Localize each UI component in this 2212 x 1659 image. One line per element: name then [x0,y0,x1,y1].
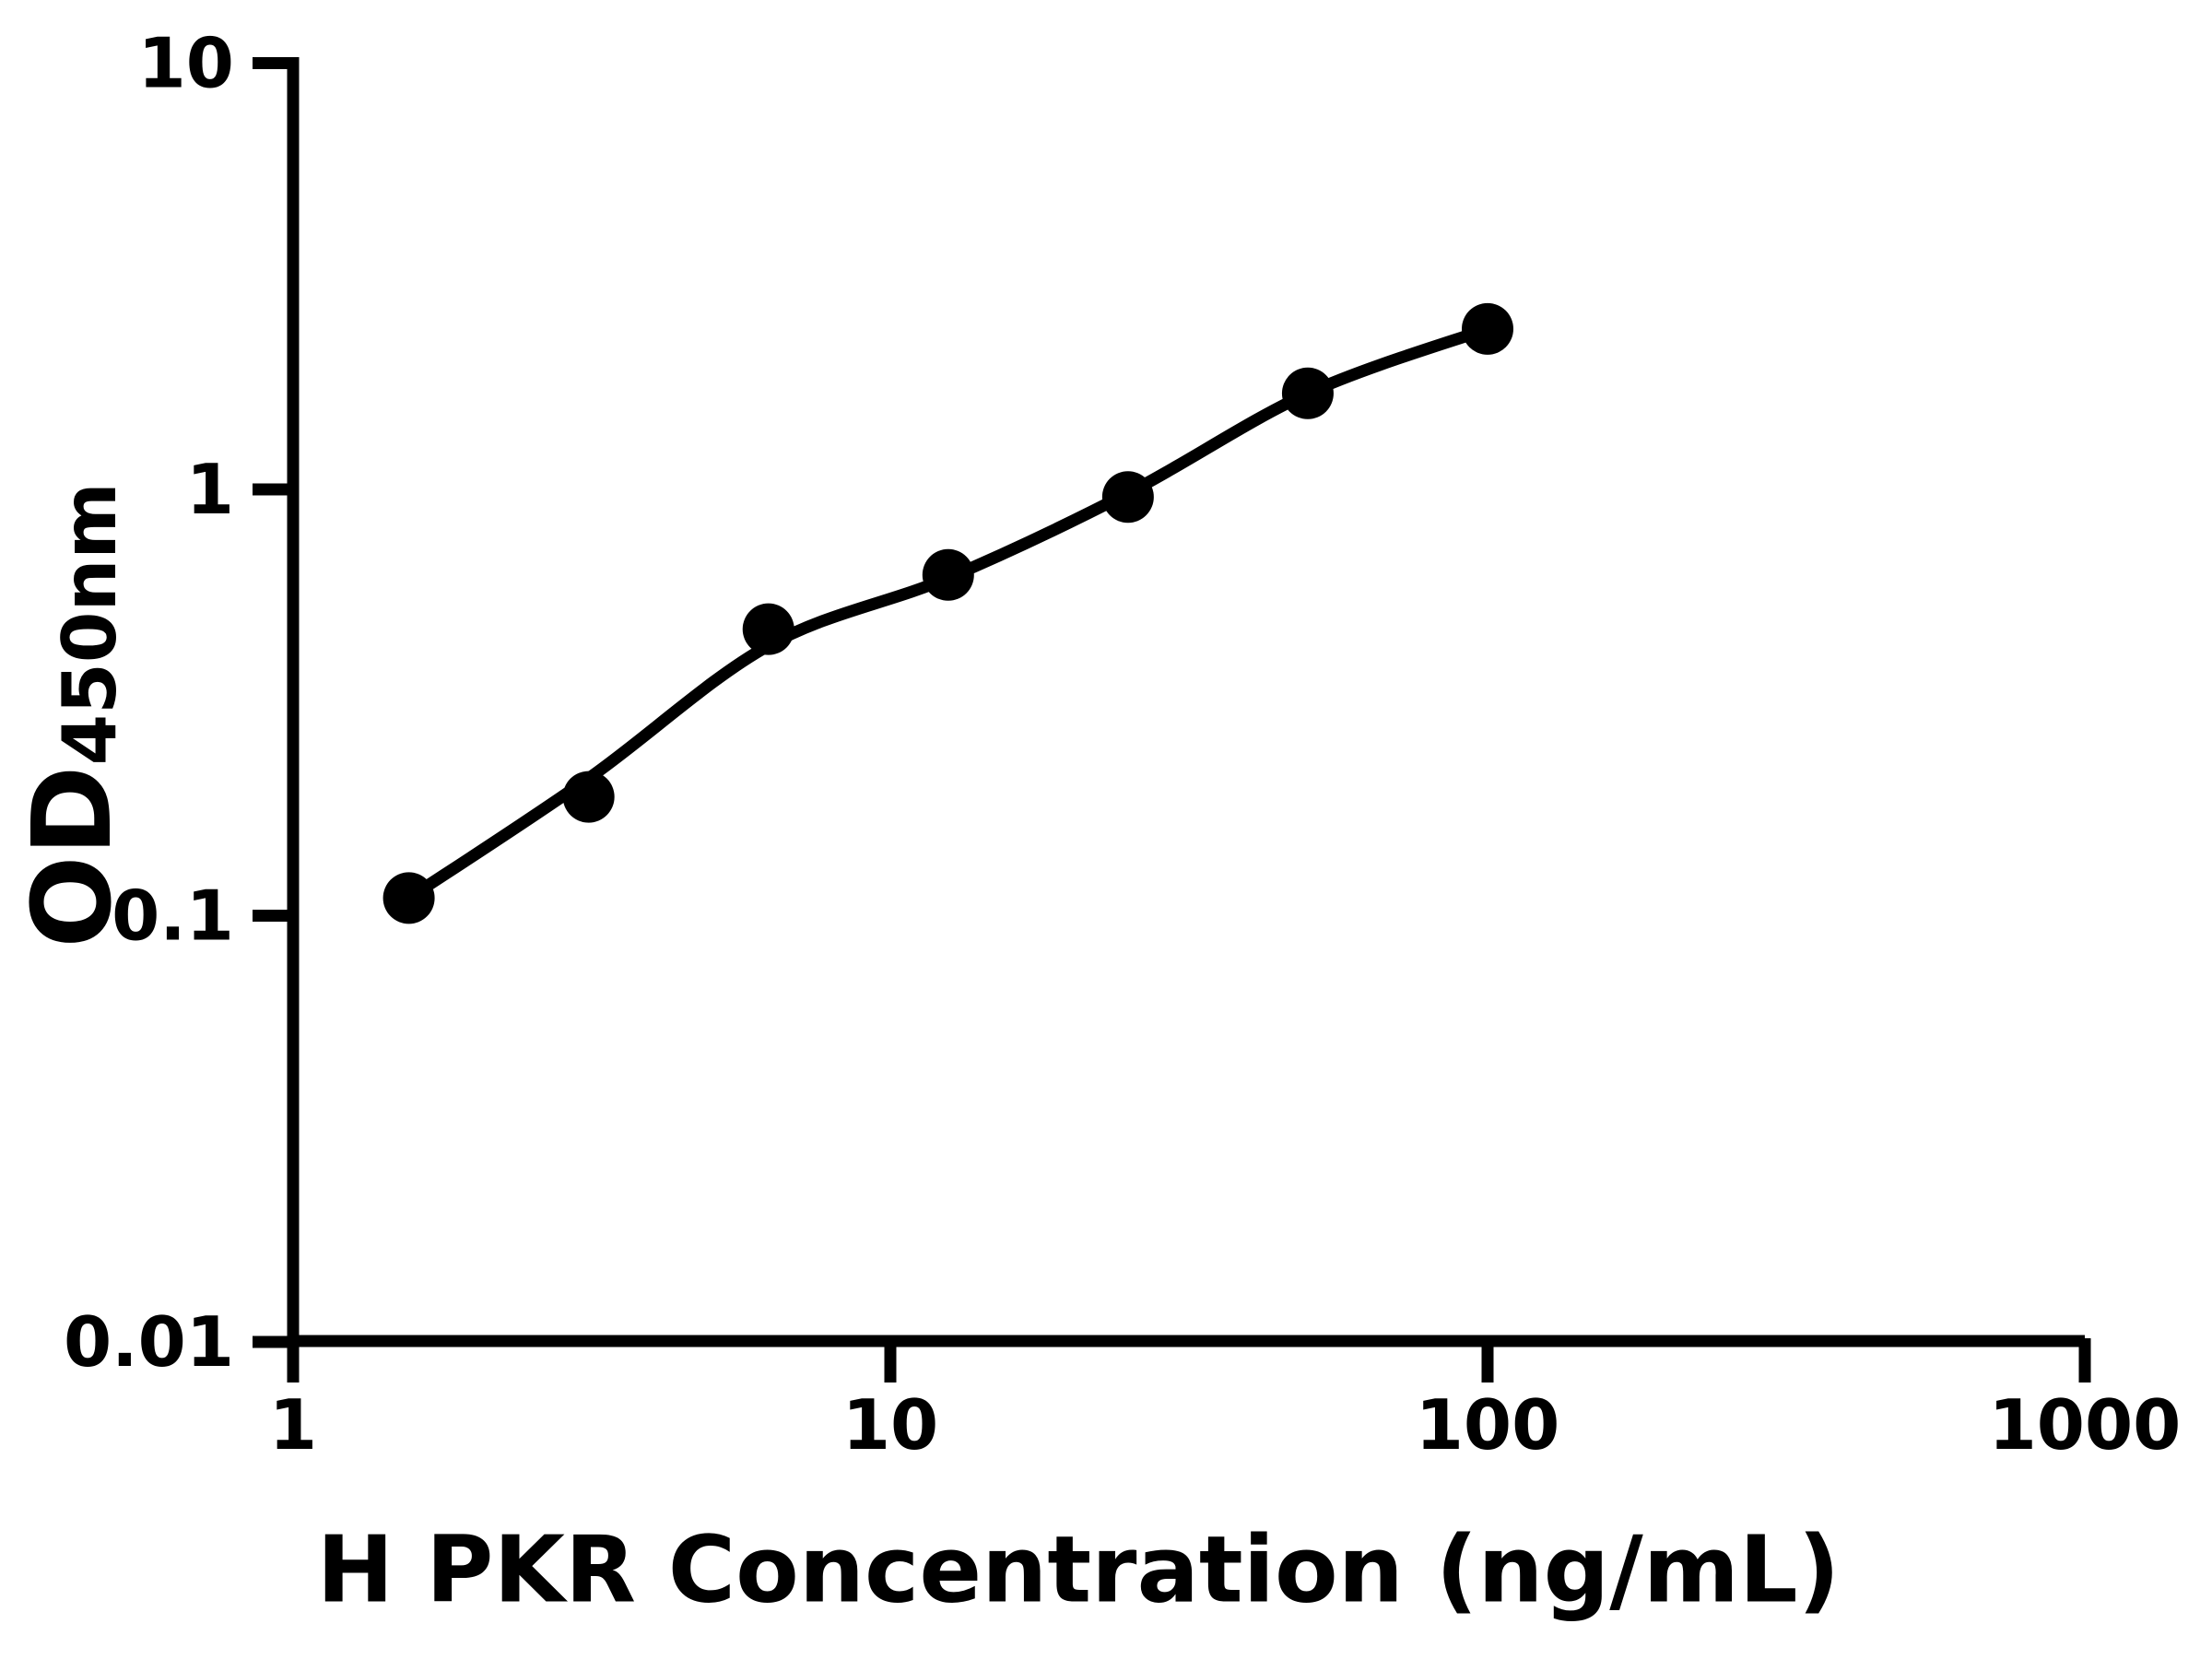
data-point-marker [1462,302,1513,355]
data-point-marker [922,548,974,601]
x-axis-title: H PKR Concentration (ng/mL) [317,1516,1841,1624]
data-point-marker [1281,367,1334,419]
x-tick-label: 1000 [1989,1384,2182,1465]
data-point-marker [562,771,615,823]
x-tick-label: 10 [842,1384,938,1465]
y-axis-title: OD450nm [8,482,135,948]
data-points [382,302,1513,924]
y-tick-label: 10 [138,23,234,104]
y-axis-title-base: OD [8,765,135,948]
y-tick-label: 0.1 [112,876,234,957]
tick-labels: 10 1 0.1 0.01 1 10 100 1000 [64,23,2181,1466]
x-tick-label: 100 [1416,1384,1560,1465]
y-tick-label: 1 [186,449,234,530]
data-point-marker [382,872,435,924]
x-tick-label: 1 [269,1384,317,1465]
y-tick-label: 0.01 [64,1301,234,1382]
y-axis-title-subscript: 450nm [47,482,133,766]
data-point-marker [1101,471,1154,524]
data-point-marker [742,603,794,655]
axis-spines [287,57,2085,1347]
x-axis-title-text: H PKR Concentration (ng/mL) [316,1515,1841,1624]
tick-marks [253,57,2091,1382]
